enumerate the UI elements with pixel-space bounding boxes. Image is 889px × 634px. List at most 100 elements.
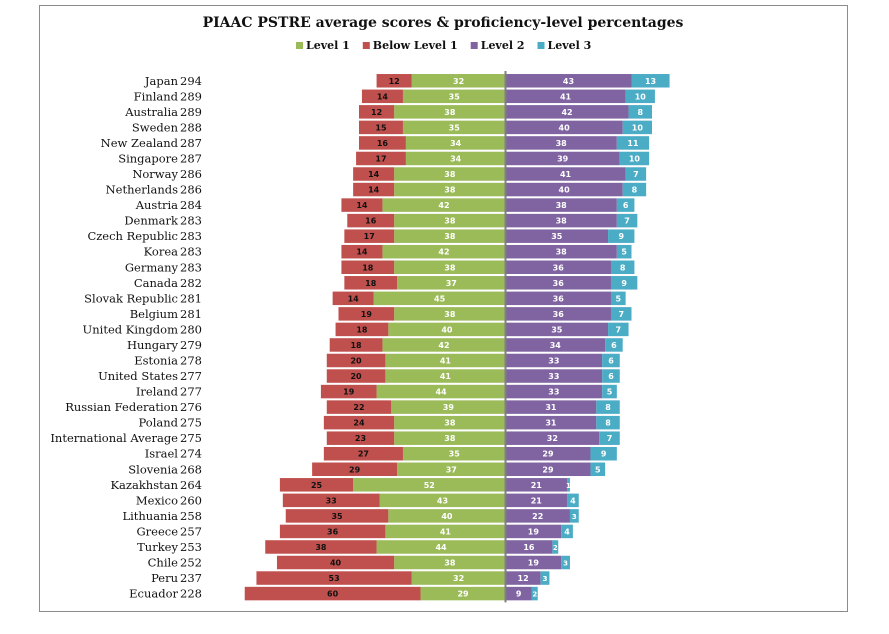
score-label-poland: 275 [180, 416, 202, 430]
bar-level-2-canada [505, 276, 611, 290]
bar-level-3-greece [561, 524, 573, 539]
bar-level-2-estonia [505, 353, 603, 368]
score-label-belgium: 281 [180, 307, 202, 321]
bar-label-level-1-germany: 38 [444, 263, 456, 272]
bar-label-level-1-lithuania: 40 [441, 512, 453, 521]
bar-below-level-1-hungary [329, 338, 383, 352]
bar-below-level-1-slovak-republic [332, 291, 374, 306]
bar-label-level-1-estonia: 41 [440, 356, 452, 365]
category-label-canada: Canada [134, 276, 178, 290]
bar-label-level-1-new-zealand: 34 [450, 139, 462, 148]
score-label-netherlands: 286 [180, 183, 202, 197]
bar-label-level-2-australia: 42 [561, 108, 572, 117]
bar-level-2-united-states [505, 369, 603, 383]
category-label-estonia: Estonia [134, 353, 178, 367]
bar-level-3-norway [625, 167, 647, 181]
bar-level-3-singapore [619, 151, 650, 166]
bar-label-level-3-hungary: 6 [611, 341, 617, 350]
bar-below-level-1-new-zealand [359, 136, 406, 150]
bar-label-level-1-turkey: 44 [435, 543, 447, 552]
bar-level-1-lithuania [388, 509, 506, 523]
bar-label-level-3-greece: 4 [564, 527, 570, 536]
bar-label-below-level-1-russian-federation: 22 [353, 403, 364, 412]
bar-label-level-3-chile: 3 [563, 560, 568, 568]
bar-level-1-mexico [379, 493, 506, 508]
bar-level-3-united-kingdom [608, 322, 629, 337]
bar-label-level-1-japan: 32 [453, 77, 464, 86]
category-label-sweden: Sweden [132, 120, 179, 134]
bar-level-2-international-average [505, 431, 600, 445]
bar-label-level-2-japan: 43 [563, 77, 574, 86]
bar-level-2-poland [505, 415, 597, 430]
bar-below-level-1-kazakhstan [279, 478, 354, 492]
bar-label-level-2-turkey: 16 [523, 543, 535, 552]
bar-level-1-slovak-republic [373, 291, 506, 306]
bar-level-2-singapore [505, 151, 620, 166]
bar-label-level-1-norway: 38 [444, 170, 456, 179]
bar-level-1-singapore [405, 151, 506, 166]
bar-label-level-2-chile: 19 [528, 559, 540, 568]
bar-label-below-level-1-poland: 24 [353, 419, 365, 428]
bar-level-3-belgium [610, 307, 632, 321]
bar-level-2-united-kingdom [505, 322, 609, 337]
bar-label-below-level-1-korea: 14 [356, 248, 368, 257]
bar-label-below-level-1-lithuania: 35 [331, 512, 343, 521]
bar-label-level-3-japan: 13 [645, 77, 656, 86]
bar-label-level-3-korea: 5 [621, 248, 627, 257]
bar-label-below-level-1-ecuador: 60 [327, 590, 339, 599]
category-label-norway: Norway [132, 167, 178, 181]
bar-below-level-1-chile [276, 555, 395, 570]
bar-below-level-1-netherlands [353, 182, 395, 197]
bar-label-level-3-new-zealand: 11 [627, 139, 639, 148]
bar-label-level-2-norway: 41 [560, 170, 572, 179]
bar-level-3-canada [610, 276, 638, 290]
bar-label-level-2-sweden: 40 [559, 123, 571, 132]
score-label-sweden: 288 [180, 120, 202, 134]
bar-label-level-2-poland: 31 [545, 419, 557, 428]
bar-label-level-3-canada: 9 [621, 279, 627, 288]
bar-level-3-lithuania [569, 509, 579, 523]
bar-label-level-1-singapore: 34 [450, 154, 462, 163]
bar-below-level-1-russian-federation [326, 400, 392, 414]
score-label-germany: 283 [180, 260, 202, 274]
bar-label-level-3-russian-federation: 8 [605, 403, 611, 412]
category-label-australia: Australia [124, 105, 178, 119]
category-label-singapore: Singapore [118, 151, 178, 165]
bar-level-2-russian-federation [505, 400, 597, 414]
bar-below-level-1-poland [323, 415, 395, 430]
bar-level-2-slovenia [505, 462, 591, 477]
bar-label-below-level-1-netherlands: 14 [368, 186, 380, 195]
bar-label-level-2-peru: 12 [518, 574, 529, 583]
bar-label-below-level-1-denmark: 16 [365, 217, 377, 226]
bar-label-below-level-1-austria: 14 [356, 201, 368, 210]
bar-label-below-level-1-belgium: 19 [361, 310, 373, 319]
category-label-international-average: International Average [50, 431, 178, 445]
bar-label-level-1-canada: 37 [446, 279, 457, 288]
bar-level-2-ecuador [505, 586, 532, 601]
bar-label-level-2-united-states: 33 [548, 372, 559, 381]
score-label-austria: 284 [180, 198, 202, 212]
bar-level-1-chile [394, 555, 506, 570]
bar-level-3-kazakhstan [567, 478, 570, 492]
bar-label-level-1-mexico: 43 [437, 496, 448, 505]
bar-label-level-2-czech-republic: 35 [551, 232, 563, 241]
bar-level-1-norway [394, 167, 506, 181]
bar-label-below-level-1-peru: 53 [329, 574, 340, 583]
bar-below-level-1-united-states [326, 369, 386, 383]
score-label-singapore: 287 [180, 151, 202, 165]
bar-below-level-1-turkey [265, 540, 377, 554]
bar-label-level-3-ireland: 5 [607, 388, 613, 397]
category-label-japan: Japan [144, 74, 179, 88]
bar-level-3-finland [625, 89, 655, 104]
bar-label-level-3-poland: 8 [605, 419, 611, 428]
category-label-chile: Chile [148, 556, 179, 570]
bar-level-3-mexico [567, 493, 579, 508]
bar-label-level-3-lithuania: 3 [572, 513, 577, 521]
score-label-slovenia: 268 [180, 462, 202, 476]
bar-level-2-ireland [505, 384, 603, 399]
legend-swatch-level-3 [537, 42, 545, 49]
bar-level-2-finland [505, 89, 626, 104]
bar-level-3-netherlands [622, 182, 647, 197]
